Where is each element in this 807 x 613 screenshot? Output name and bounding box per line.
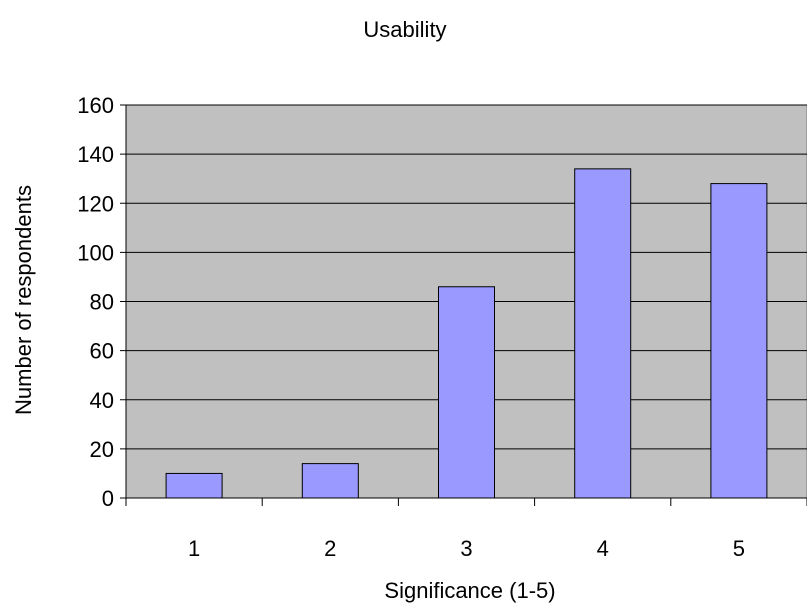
bar-1: [165, 472, 223, 499]
bars: [165, 168, 768, 499]
y-tick-label: 120: [77, 191, 114, 216]
chart-title: Usability: [363, 17, 446, 42]
y-tick-label: 0: [102, 486, 114, 511]
bar-2: [301, 463, 359, 499]
x-tick-label: 1: [188, 536, 200, 561]
y-axis-ticks: 0 20 40 60 80 100 120 140 160: [77, 93, 126, 511]
y-tick-label: 140: [77, 142, 114, 167]
bar-3: [438, 286, 495, 499]
x-tick-label: 4: [597, 536, 609, 561]
y-tick-label: 160: [77, 93, 114, 118]
y-axis-label: Number of respondents: [11, 185, 36, 415]
bar-4: [574, 168, 632, 499]
y-tick-label: 100: [77, 240, 114, 265]
x-tick-label: 3: [460, 536, 472, 561]
x-tick-label: 5: [733, 536, 745, 561]
y-tick-label: 60: [90, 339, 114, 364]
x-axis-ticks: 1 2 3 4 5: [125, 498, 807, 561]
bar-5: [710, 183, 768, 499]
y-tick-label: 40: [90, 388, 114, 413]
y-tick-label: 20: [90, 437, 114, 462]
x-axis-label: Significance (1-5): [384, 578, 555, 603]
x-tick-label: 2: [324, 536, 336, 561]
y-tick-label: 80: [90, 290, 114, 315]
